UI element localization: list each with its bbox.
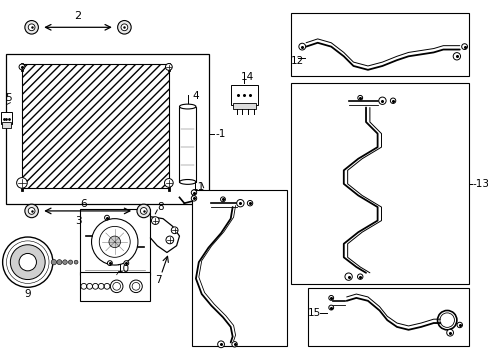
Circle shape <box>165 64 172 70</box>
Circle shape <box>328 296 333 300</box>
Circle shape <box>51 260 57 265</box>
Circle shape <box>344 273 351 280</box>
Circle shape <box>91 219 138 265</box>
Circle shape <box>121 24 127 31</box>
Circle shape <box>25 21 39 34</box>
Circle shape <box>107 261 112 266</box>
Text: 3: 3 <box>75 216 81 226</box>
Bar <box>6 54 209 204</box>
Circle shape <box>461 44 467 50</box>
Circle shape <box>378 97 386 104</box>
Circle shape <box>137 204 150 218</box>
Circle shape <box>104 215 109 220</box>
Text: 4: 4 <box>192 91 198 101</box>
Circle shape <box>25 204 39 218</box>
Text: 8: 8 <box>157 202 163 212</box>
Circle shape <box>236 199 244 207</box>
Circle shape <box>109 236 120 248</box>
Circle shape <box>191 190 196 195</box>
Circle shape <box>389 98 395 103</box>
Bar <box>22 64 168 188</box>
Text: 5: 5 <box>5 93 12 103</box>
Bar <box>0 112 12 124</box>
Text: 12: 12 <box>290 56 303 66</box>
Text: 11: 11 <box>192 182 205 192</box>
Bar <box>1 122 11 128</box>
Circle shape <box>452 53 460 60</box>
Circle shape <box>62 260 67 265</box>
Bar <box>80 272 149 301</box>
Circle shape <box>68 260 73 264</box>
Bar <box>80 209 149 275</box>
Text: 10: 10 <box>117 264 129 274</box>
Circle shape <box>357 95 362 100</box>
Bar <box>232 103 255 109</box>
Circle shape <box>118 21 131 34</box>
Circle shape <box>328 305 333 310</box>
Circle shape <box>165 236 173 244</box>
Circle shape <box>357 274 362 279</box>
Circle shape <box>2 237 53 287</box>
Circle shape <box>17 177 27 188</box>
Circle shape <box>171 227 178 234</box>
Circle shape <box>140 208 147 214</box>
Text: 15: 15 <box>307 309 321 318</box>
Text: -13: -13 <box>471 179 488 189</box>
Text: 6: 6 <box>80 199 86 209</box>
Text: 14: 14 <box>240 72 253 82</box>
Circle shape <box>10 245 45 280</box>
Circle shape <box>74 260 78 264</box>
Circle shape <box>19 64 25 70</box>
Circle shape <box>298 43 305 50</box>
Bar <box>290 84 468 284</box>
Circle shape <box>28 24 35 31</box>
Circle shape <box>123 261 128 266</box>
Text: 7: 7 <box>155 275 162 284</box>
Ellipse shape <box>179 180 196 184</box>
Circle shape <box>164 179 173 187</box>
Text: 9: 9 <box>24 289 31 299</box>
Circle shape <box>231 342 237 347</box>
Circle shape <box>247 201 252 206</box>
Circle shape <box>217 341 224 348</box>
Circle shape <box>57 260 62 265</box>
Text: -1: -1 <box>215 129 225 139</box>
Circle shape <box>456 322 462 328</box>
Bar <box>307 288 468 346</box>
Bar <box>230 85 257 105</box>
Circle shape <box>151 217 159 224</box>
Text: 2: 2 <box>74 11 81 21</box>
Circle shape <box>191 195 196 201</box>
Bar <box>290 13 468 76</box>
Bar <box>192 190 286 346</box>
Circle shape <box>19 253 37 271</box>
Ellipse shape <box>179 104 196 109</box>
Circle shape <box>220 197 225 202</box>
Bar <box>179 107 196 182</box>
Circle shape <box>28 208 35 214</box>
Circle shape <box>446 329 452 336</box>
